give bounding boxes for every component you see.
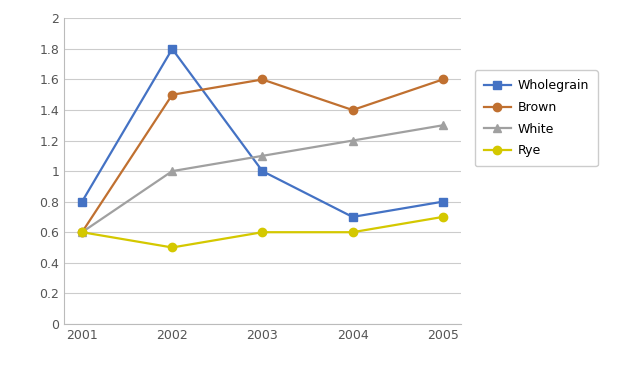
- Wholegrain: [259, 169, 266, 173]
- Wholegrain: [349, 215, 356, 219]
- White: [259, 154, 266, 158]
- Rye: [349, 230, 356, 234]
- White: [349, 138, 356, 143]
- Line: Wholegrain: Wholegrain: [78, 45, 447, 221]
- White: [439, 123, 447, 128]
- Wholegrain: [439, 199, 447, 204]
- Brown: [78, 230, 86, 234]
- Brown: [168, 93, 176, 97]
- Rye: [439, 215, 447, 219]
- Wholegrain: [168, 47, 176, 51]
- Wholegrain: [78, 199, 86, 204]
- Rye: [78, 230, 86, 234]
- Rye: [259, 230, 266, 234]
- Rye: [168, 245, 176, 250]
- Brown: [259, 77, 266, 82]
- Legend: Wholegrain, Brown, White, Rye: Wholegrain, Brown, White, Rye: [475, 70, 598, 166]
- Brown: [439, 77, 447, 82]
- Line: White: White: [78, 121, 447, 236]
- Brown: [349, 108, 356, 112]
- White: [168, 169, 176, 173]
- Line: Brown: Brown: [78, 75, 447, 236]
- White: [78, 230, 86, 234]
- Line: Rye: Rye: [78, 213, 447, 252]
